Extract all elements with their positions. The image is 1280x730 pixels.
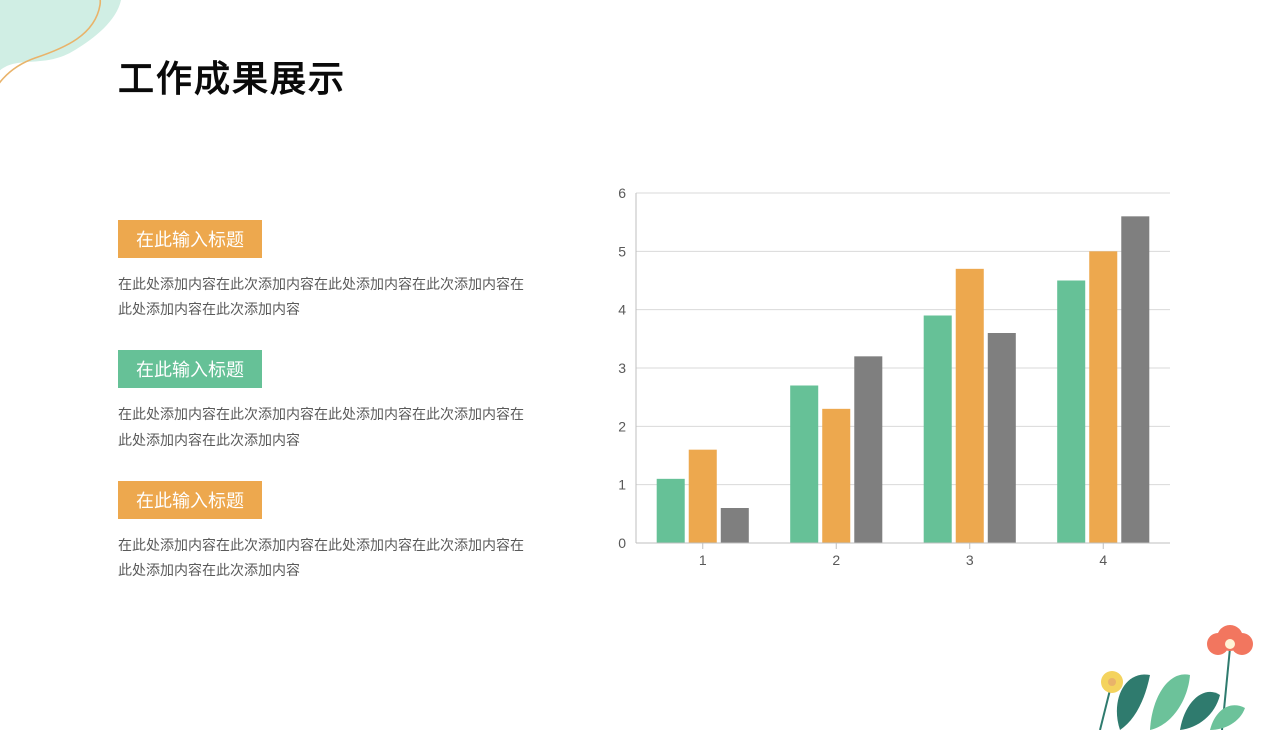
bar — [854, 356, 882, 543]
svg-text:0: 0 — [618, 535, 626, 551]
block-title: 在此输入标题 — [118, 350, 262, 388]
bar — [689, 450, 717, 543]
bar — [790, 386, 818, 544]
content-block: 在此输入标题 在此处添加内容在此次添加内容在此处添加内容在此次添加内容在此处添加… — [118, 220, 528, 322]
bar — [924, 316, 952, 544]
svg-text:4: 4 — [618, 302, 626, 318]
svg-text:2: 2 — [618, 418, 626, 434]
corner-blob — [0, 0, 122, 140]
content-block: 在此输入标题 在此处添加内容在此次添加内容在此处添加内容在此次添加内容在此处添加… — [118, 350, 528, 452]
corner-line — [0, 0, 100, 120]
block-body: 在此处添加内容在此次添加内容在此处添加内容在此次添加内容在此处添加内容在此次添加… — [118, 533, 528, 583]
svg-text:5: 5 — [618, 243, 626, 259]
flower-red — [1207, 625, 1253, 655]
svg-text:1: 1 — [618, 477, 626, 493]
svg-text:1: 1 — [699, 552, 707, 568]
bar-chart: 0 1 2 3 4 5 6 1 2 3 4 — [600, 185, 1180, 575]
flower-decoration — [1080, 600, 1260, 730]
block-title: 在此输入标题 — [118, 481, 262, 519]
bar — [822, 409, 850, 543]
page-title: 工作成果展示 — [118, 50, 346, 102]
svg-text:3: 3 — [618, 360, 626, 376]
bar — [1121, 216, 1149, 543]
block-body: 在此处添加内容在此次添加内容在此处添加内容在此次添加内容在此处添加内容在此次添加… — [118, 402, 528, 452]
bar — [1057, 281, 1085, 544]
svg-text:4: 4 — [1099, 552, 1107, 568]
svg-text:6: 6 — [618, 185, 626, 201]
block-title: 在此输入标题 — [118, 220, 262, 258]
block-body: 在此处添加内容在此次添加内容在此处添加内容在此次添加内容在此处添加内容在此次添加… — [118, 272, 528, 322]
svg-text:2: 2 — [832, 552, 840, 568]
content-block: 在此输入标题 在此处添加内容在此次添加内容在此处添加内容在此次添加内容在此处添加… — [118, 481, 528, 583]
text-column: 在此输入标题 在此处添加内容在此次添加内容在此处添加内容在此次添加内容在此处添加… — [118, 220, 528, 611]
bar — [1089, 251, 1117, 543]
bar — [657, 479, 685, 543]
svg-text:3: 3 — [966, 552, 974, 568]
bar — [988, 333, 1016, 543]
bar — [956, 269, 984, 543]
bar — [721, 508, 749, 543]
